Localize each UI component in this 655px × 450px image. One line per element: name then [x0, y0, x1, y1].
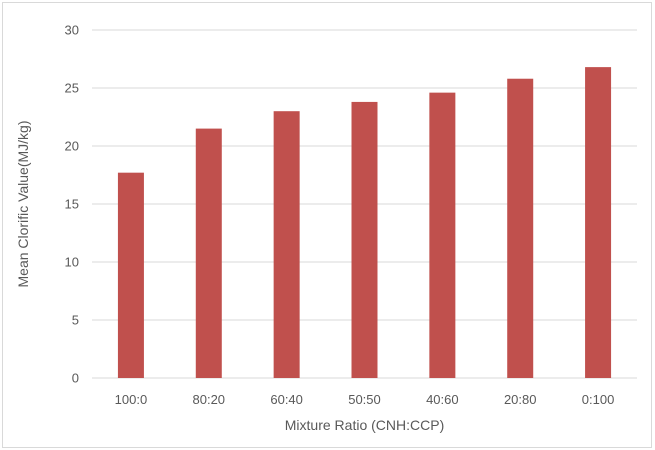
x-tick-label: 40:60: [426, 392, 459, 407]
x-tick-label: 50:50: [348, 392, 381, 407]
bar: [273, 111, 300, 378]
y-tick-label: 15: [65, 197, 79, 212]
bars: [117, 67, 612, 379]
bar: [585, 67, 612, 379]
x-axis-title: Mixture Ratio (CNH:CCP): [285, 417, 444, 433]
x-tick-label: 0:100: [582, 392, 615, 407]
x-tick-label: 80:20: [193, 392, 226, 407]
bar: [117, 172, 144, 378]
y-tick-labels: 0 5 10 15 20 25 30: [65, 23, 79, 386]
x-tick-labels: 100:0 80:20 60:40 50:50 40:60 20:80 0:100: [115, 392, 615, 407]
y-tick-label: 25: [65, 81, 79, 96]
y-tick-label: 10: [65, 255, 79, 270]
bar: [351, 101, 378, 379]
x-tick-label: 100:0: [115, 392, 148, 407]
y-tick-label: 30: [65, 23, 79, 38]
x-tick-label: 60:40: [270, 392, 303, 407]
y-tick-label: 0: [72, 371, 79, 386]
bar: [195, 128, 222, 378]
bar: [507, 78, 534, 378]
x-tick-label: 20:80: [504, 392, 537, 407]
y-tick-label: 20: [65, 139, 79, 154]
bar: [429, 92, 456, 378]
y-axis-title: Mean Clorific Value(MJ/kg): [15, 120, 31, 287]
y-tick-label: 5: [72, 313, 79, 328]
